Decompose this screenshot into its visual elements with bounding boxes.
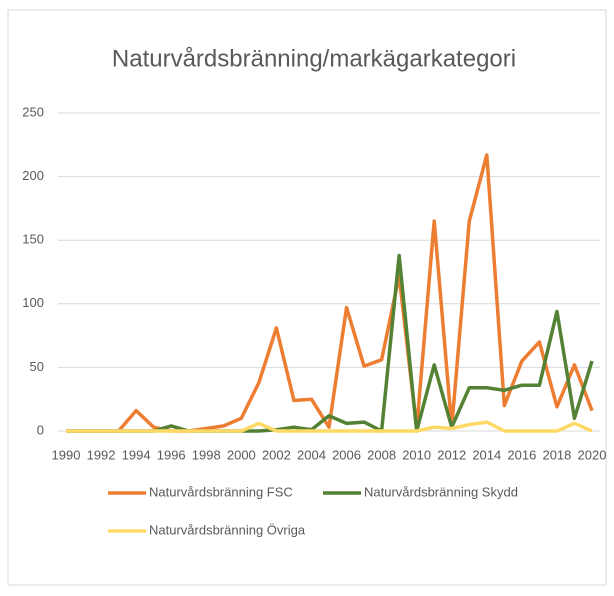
y-tick-label: 200 xyxy=(22,168,44,183)
legend-label: Naturvårdsbränning Skydd xyxy=(364,484,518,499)
legend-label: Naturvårdsbränning FSC xyxy=(149,484,293,499)
x-tick-label: 2018 xyxy=(542,447,571,462)
x-tick-label: 2002 xyxy=(262,447,291,462)
series-line xyxy=(66,420,593,433)
x-tick-label: 2004 xyxy=(297,447,326,462)
y-tick-label: 250 xyxy=(22,104,44,119)
x-tick-label: 2006 xyxy=(332,447,361,462)
x-tick-label: 2014 xyxy=(472,447,501,462)
x-tick-label: 2016 xyxy=(507,447,536,462)
chart-frame xyxy=(7,9,607,586)
x-tick-label: 1994 xyxy=(122,447,151,462)
legend-label: Naturvårdsbränning Övriga xyxy=(149,522,306,537)
x-tick-label: 1990 xyxy=(52,447,81,462)
x-tick-label: 1992 xyxy=(87,447,116,462)
x-tick-label: 2010 xyxy=(402,447,431,462)
x-tick-label: 2008 xyxy=(367,447,396,462)
y-tick-label: 150 xyxy=(22,232,44,247)
y-tick-label: 100 xyxy=(22,295,44,310)
x-tick-label: 2000 xyxy=(227,447,256,462)
x-tick-label: 1998 xyxy=(192,447,221,462)
series-line xyxy=(66,153,594,433)
x-tick-label: 2012 xyxy=(437,447,466,462)
chart-title: Naturvårdsbränning/markägarkategori xyxy=(112,45,516,72)
y-tick-label: 50 xyxy=(30,359,44,374)
y-tick-label: 0 xyxy=(37,422,44,437)
x-tick-label: 1996 xyxy=(157,447,186,462)
x-tick-label: 2020 xyxy=(578,447,607,462)
